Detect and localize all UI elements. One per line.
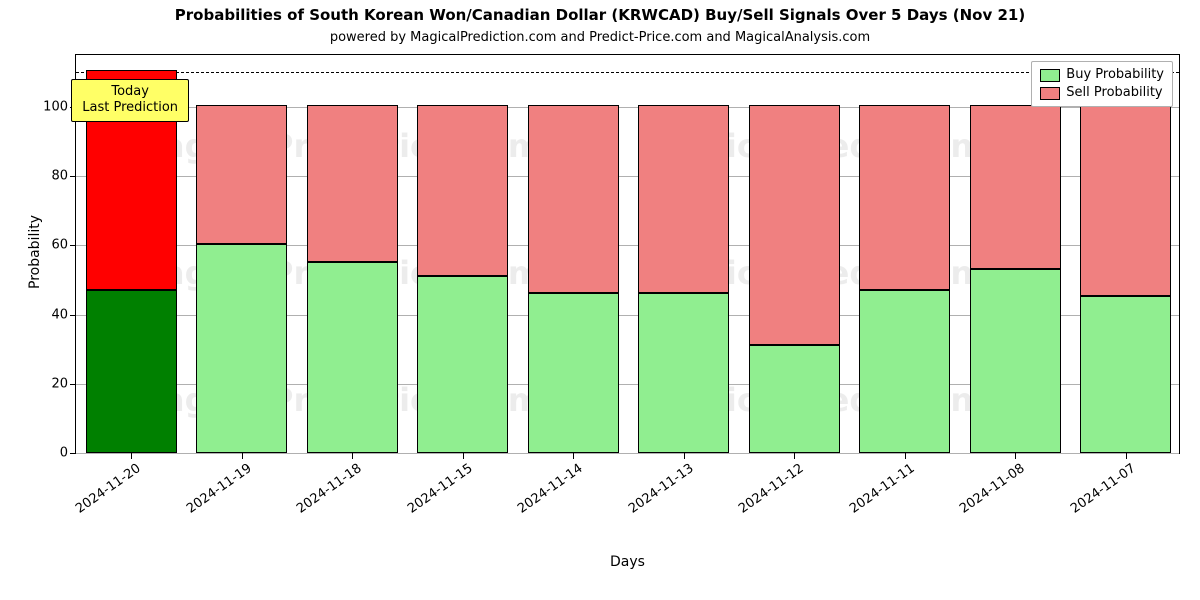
y-tick-label: 80 bbox=[51, 169, 76, 184]
bar-segment-buy bbox=[417, 276, 508, 453]
bar-segment-sell bbox=[970, 105, 1061, 268]
legend-label: Buy Probability bbox=[1066, 66, 1164, 84]
bar-slot bbox=[307, 55, 398, 453]
legend: Buy ProbabilitySell Probability bbox=[1031, 61, 1173, 107]
x-tick bbox=[905, 453, 906, 459]
bar-segment-sell bbox=[307, 105, 398, 262]
x-tick-label: 2024-11-13 bbox=[688, 461, 697, 473]
x-tick-label: 2024-11-07 bbox=[1130, 461, 1139, 473]
bar-segment-sell bbox=[638, 105, 729, 293]
x-tick bbox=[242, 453, 243, 459]
bar-slot bbox=[859, 55, 950, 453]
bar-segment-buy bbox=[970, 269, 1061, 453]
x-tick-label: 2024-11-08 bbox=[1019, 461, 1028, 473]
x-tick-label: 2024-11-15 bbox=[467, 461, 476, 473]
bar-segment-buy bbox=[307, 262, 398, 453]
x-tick bbox=[684, 453, 685, 459]
bar-segment-buy bbox=[196, 244, 287, 453]
bar-segment-sell bbox=[196, 105, 287, 244]
chart-subtitle: powered by MagicalPrediction.com and Pre… bbox=[0, 30, 1200, 45]
legend-item: Buy Probability bbox=[1040, 66, 1164, 84]
bar-slot bbox=[749, 55, 840, 453]
y-tick-label: 40 bbox=[51, 307, 76, 322]
x-tick bbox=[131, 453, 132, 459]
bar-segment-sell bbox=[528, 105, 619, 293]
bar-segment-buy bbox=[86, 290, 177, 453]
bar-slot bbox=[528, 55, 619, 453]
x-tick bbox=[1126, 453, 1127, 459]
y-tick-label: 60 bbox=[51, 238, 76, 253]
bar-segment-sell bbox=[1080, 105, 1171, 296]
y-tick-label: 0 bbox=[60, 446, 76, 461]
x-tick-label: 2024-11-12 bbox=[798, 461, 807, 473]
today-annotation-line: Last Prediction bbox=[82, 100, 178, 116]
bar-slot bbox=[970, 55, 1061, 453]
x-tick-label: 2024-11-11 bbox=[909, 461, 918, 473]
bar-slot bbox=[196, 55, 287, 453]
x-axis-label: Days bbox=[75, 554, 1180, 570]
x-tick-label: 2024-11-20 bbox=[135, 461, 144, 473]
legend-item: Sell Probability bbox=[1040, 84, 1164, 102]
legend-label: Sell Probability bbox=[1066, 84, 1162, 102]
figure: Probabilities of South Korean Won/Canadi… bbox=[0, 0, 1200, 600]
x-tick bbox=[463, 453, 464, 459]
x-tick-label: 2024-11-19 bbox=[246, 461, 255, 473]
plot-area: 020406080100MagicalPrediction.comMagical… bbox=[75, 54, 1180, 454]
bar-segment-buy bbox=[638, 293, 729, 453]
x-tick bbox=[794, 453, 795, 459]
x-tick bbox=[352, 453, 353, 459]
today-annotation-line: Today bbox=[82, 84, 178, 100]
x-tick-label: 2024-11-18 bbox=[356, 461, 365, 473]
y-axis-label: Probability bbox=[27, 215, 43, 289]
bar-segment-buy bbox=[1080, 296, 1171, 453]
bar-segment-buy bbox=[749, 345, 840, 453]
y-tick-label: 20 bbox=[51, 376, 76, 391]
bar-segment-buy bbox=[528, 293, 619, 453]
bar-slot bbox=[1080, 55, 1171, 453]
x-tick-label: 2024-11-14 bbox=[577, 461, 586, 473]
legend-swatch bbox=[1040, 69, 1060, 82]
bar-slot bbox=[417, 55, 508, 453]
chart-title: Probabilities of South Korean Won/Canadi… bbox=[0, 6, 1200, 24]
bar-segment-sell bbox=[749, 105, 840, 345]
bar-slot bbox=[638, 55, 729, 453]
bar-segment-sell bbox=[859, 105, 950, 289]
bar-segment-sell bbox=[417, 105, 508, 275]
today-annotation: TodayLast Prediction bbox=[71, 79, 189, 122]
x-tick bbox=[573, 453, 574, 459]
x-tick bbox=[1015, 453, 1016, 459]
legend-swatch bbox=[1040, 87, 1060, 100]
bar-segment-buy bbox=[859, 290, 950, 453]
